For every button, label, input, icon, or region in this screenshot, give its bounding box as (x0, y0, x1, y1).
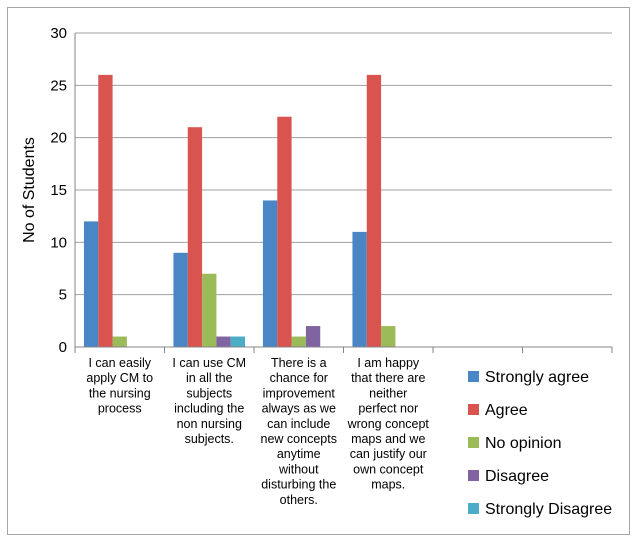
y-tick-label: 20 (50, 130, 67, 147)
x-category-label: always as we (262, 402, 336, 416)
legend-label: Agree (485, 402, 528, 419)
y-tick-label: 5 (59, 287, 67, 304)
bar-agree (277, 116, 292, 347)
x-category-label: perfect nor (358, 402, 418, 416)
legend-label: Strongly Disagree (485, 501, 612, 518)
legend-swatch (468, 503, 479, 514)
y-tick-label: 30 (50, 25, 67, 42)
bar-disagree (216, 336, 231, 347)
legend-label: Disagree (485, 468, 549, 485)
bar-agree (187, 127, 203, 347)
bar-strongly-agree (173, 252, 188, 347)
x-category-label: non nursing (177, 417, 242, 431)
bar-strongly-agree (262, 200, 278, 347)
legend-label: No opinion (485, 435, 562, 452)
y-tick-label: 10 (50, 234, 67, 251)
x-category-label: neither (369, 386, 407, 400)
y-tick-label: 15 (50, 182, 67, 199)
x-category-label: I can use CM (172, 356, 246, 370)
legend-swatch (468, 404, 479, 415)
bar-agree (98, 74, 113, 347)
bar-no-opinion (291, 336, 306, 347)
x-category-label: process (98, 402, 142, 416)
axes (74, 33, 613, 353)
x-category-label: that there are (351, 371, 425, 385)
bar-agree (366, 74, 382, 347)
x-category-label: chance for (270, 371, 328, 385)
bar-strongly-disagree (230, 336, 246, 347)
y-axis-title: No of Students (21, 137, 38, 243)
x-category-label: I am happy (357, 356, 420, 370)
x-category-label: in all the (186, 371, 233, 385)
x-category-label: subjects (186, 386, 232, 400)
x-category-label: the nursing (89, 386, 151, 400)
legend-swatch (468, 437, 479, 448)
x-category-label: improvement (263, 386, 336, 400)
y-tick-label: 0 (59, 339, 67, 356)
legend-swatch (468, 470, 479, 481)
bar-strongly-agree (83, 221, 99, 347)
x-category-label: can include (267, 417, 330, 431)
gridlines (75, 32, 612, 296)
x-category-label: new concepts (261, 432, 337, 446)
bars (83, 74, 396, 347)
x-category-label: own concept (353, 462, 424, 476)
x-category-label: without (278, 462, 319, 476)
bar-strongly-agree (352, 231, 367, 347)
x-category-label: wrong concept (347, 417, 430, 431)
x-category-label: maps and we (351, 432, 425, 446)
x-category-label: apply CM to (86, 371, 153, 385)
bar-no-opinion (381, 326, 396, 347)
y-tick-label: 25 (50, 77, 67, 94)
x-category-label: maps. (371, 478, 405, 492)
x-category-label: disturbing the (261, 478, 336, 492)
legend-label: Strongly agree (485, 369, 589, 386)
x-category-label: can justify our (350, 447, 427, 461)
legend: Strongly agree Agree No opinion Disagree Str… (468, 369, 612, 518)
x-category-label: I can easily (88, 356, 151, 370)
x-category-label: anytime (277, 447, 321, 461)
legend-swatch (468, 371, 479, 382)
x-category-label: others. (280, 493, 318, 507)
x-category-label: subjects. (185, 432, 234, 446)
x-category-label: There is a (271, 356, 327, 370)
bar-no-opinion (202, 273, 217, 347)
x-category-label: including the (174, 402, 244, 416)
bar-no-opinion (112, 336, 127, 347)
bar-disagree (305, 326, 321, 347)
